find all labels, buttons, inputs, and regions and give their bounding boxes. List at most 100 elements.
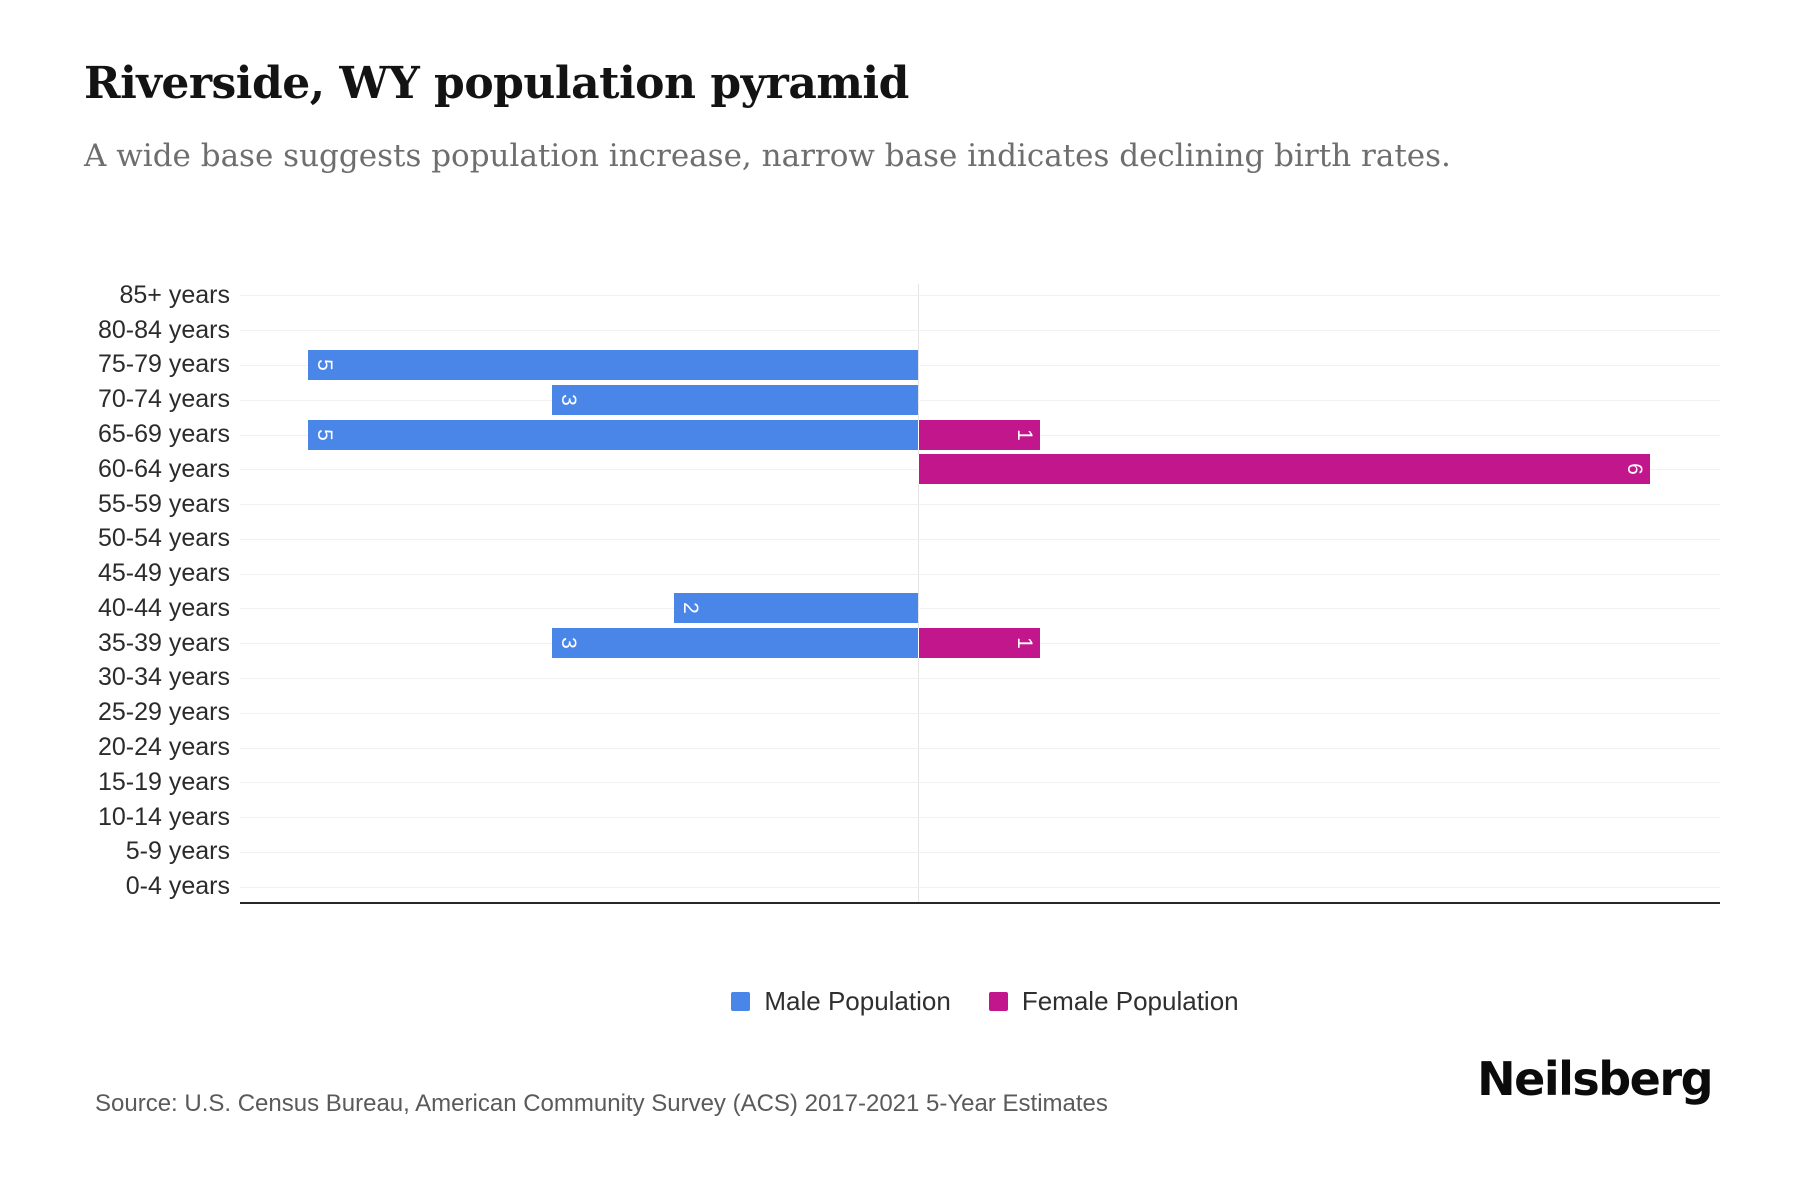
age-row: 60-64 years 6	[60, 452, 1720, 487]
age-row: 45-49 years	[60, 556, 1720, 591]
age-row: 80-84 years	[60, 313, 1720, 348]
y-axis-label: 65-69 years	[97, 420, 230, 449]
y-axis-label: 45-49 years	[97, 559, 230, 588]
bar-value-label: 3	[557, 637, 580, 650]
plot-cell	[240, 487, 1720, 522]
y-axis-label: 5-9 years	[125, 837, 230, 866]
bar-value-label: 6	[1623, 463, 1646, 476]
age-row: 5-9 years	[60, 835, 1720, 870]
bar-value-label: 2	[679, 602, 702, 615]
horizontal-gridline	[240, 747, 1720, 749]
legend-item-female[interactable]: Female Population	[988, 986, 1239, 1017]
female-bar: 6	[918, 454, 1650, 485]
y-axis-label: 0-4 years	[125, 872, 230, 901]
chart-title: Riverside, WY population pyramid	[84, 58, 909, 109]
plot-cell	[240, 835, 1720, 870]
female-bar: 1	[918, 628, 1040, 659]
age-row: 55-59 years	[60, 487, 1720, 522]
x-axis-line	[240, 902, 1720, 904]
plot-cell	[240, 521, 1720, 556]
age-row: 65-69 years 5 1	[60, 417, 1720, 452]
male-legend-label: Male Population	[764, 986, 951, 1016]
horizontal-gridline	[240, 573, 1720, 575]
y-axis-label: 40-44 years	[97, 593, 230, 622]
y-axis-label: 85+ years	[119, 280, 231, 309]
age-row: 30-34 years	[60, 661, 1720, 696]
age-row: 20-24 years	[60, 730, 1720, 765]
bar-value-label: 3	[557, 393, 580, 406]
horizontal-gridline	[240, 782, 1720, 784]
chart-subtitle: A wide base suggests population increase…	[84, 138, 1451, 174]
male-bar: 3	[552, 628, 918, 659]
male-bar: 2	[674, 593, 918, 624]
y-axis-label: 30-34 years	[97, 663, 230, 692]
pyramid-chart: 85+ years 80-84 years 75-79 years 5 70-74 ye…	[60, 278, 1720, 904]
horizontal-gridline	[240, 364, 1720, 366]
age-row: 0-4 years	[60, 869, 1720, 904]
female-legend-label: Female Population	[1021, 986, 1239, 1016]
chart-rows: 85+ years 80-84 years 75-79 years 5 70-74 ye…	[60, 278, 1720, 904]
plot-cell	[240, 730, 1720, 765]
plot-cell: 6	[240, 452, 1720, 487]
male-bar: 5	[308, 419, 918, 450]
plot-cell	[240, 800, 1720, 835]
age-row: 50-54 years	[60, 521, 1720, 556]
bar-value-label: 1	[1013, 637, 1036, 650]
plot-cell: 2	[240, 591, 1720, 626]
horizontal-gridline	[240, 399, 1720, 401]
bar-value-label: 5	[313, 428, 336, 441]
female-bar: 1	[918, 419, 1040, 450]
age-row: 10-14 years	[60, 800, 1720, 835]
y-axis-label: 35-39 years	[97, 628, 230, 657]
horizontal-gridline	[240, 295, 1720, 297]
plot-cell	[240, 765, 1720, 800]
male-bar: 5	[308, 349, 918, 380]
neilsberg-logo: Neilsberg	[1477, 1052, 1713, 1106]
horizontal-gridline	[240, 712, 1720, 714]
female-legend-swatch-icon	[988, 992, 1008, 1011]
legend-item-male[interactable]: Male Population	[731, 986, 951, 1017]
y-axis-label: 50-54 years	[97, 524, 230, 553]
age-row: 15-19 years	[60, 765, 1720, 800]
bar-value-label: 5	[313, 359, 336, 371]
plot-cell	[240, 278, 1720, 313]
y-axis-label: 15-19 years	[97, 767, 230, 796]
age-row: 75-79 years 5	[60, 348, 1720, 383]
horizontal-gridline	[240, 677, 1720, 679]
horizontal-gridline	[240, 886, 1720, 888]
age-row: 70-74 years 3	[60, 382, 1720, 417]
horizontal-gridline	[240, 330, 1720, 332]
horizontal-gridline	[240, 608, 1720, 610]
y-axis-label: 80-84 years	[97, 315, 230, 344]
y-axis-label: 25-29 years	[97, 698, 230, 727]
zero-axis-gridline	[918, 284, 919, 902]
male-bar: 3	[552, 384, 918, 415]
y-axis-label: 10-14 years	[97, 802, 230, 831]
plot-cell: 3	[240, 382, 1720, 417]
plot-cell: 5	[240, 348, 1720, 383]
horizontal-gridline	[240, 504, 1720, 506]
y-axis-label: 60-64 years	[97, 454, 230, 483]
horizontal-gridline	[240, 538, 1720, 540]
plot-cell	[240, 661, 1720, 696]
y-axis-label: 20-24 years	[97, 733, 230, 762]
y-axis-label: 70-74 years	[97, 385, 230, 414]
age-row: 25-29 years	[60, 695, 1720, 730]
plot-cell	[240, 695, 1720, 730]
male-legend-swatch-icon	[731, 992, 751, 1011]
chart-legend: Male Population Female Population	[170, 986, 1800, 1017]
source-attribution: Source: U.S. Census Bureau, American Com…	[95, 1090, 1108, 1117]
plot-cell	[240, 556, 1720, 591]
plot-cell	[240, 869, 1720, 904]
horizontal-gridline	[240, 817, 1720, 819]
horizontal-gridline	[240, 851, 1720, 853]
age-row: 40-44 years 2	[60, 591, 1720, 626]
y-axis-label: 75-79 years	[97, 350, 230, 379]
plot-cell	[240, 313, 1720, 348]
age-row: 35-39 years 3 1	[60, 626, 1720, 661]
age-row: 85+ years	[60, 278, 1720, 313]
bar-value-label: 1	[1013, 428, 1036, 441]
